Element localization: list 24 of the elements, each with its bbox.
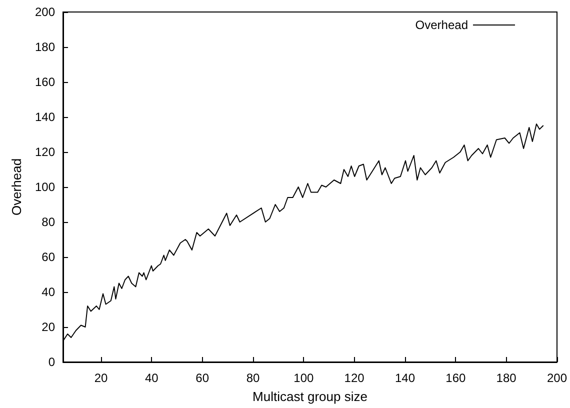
y-tick-label: 20: [42, 320, 56, 334]
y-tick-label: 200: [34, 5, 56, 19]
y-tick-label: 80: [42, 215, 56, 229]
x-tick-label: 60: [196, 371, 210, 385]
x-axis-title: Multicast group size: [252, 389, 368, 404]
x-tick-label: 20: [94, 371, 108, 385]
x-tick-label: 160: [446, 371, 466, 385]
y-tick-label: 60: [42, 250, 56, 264]
x-tick-label: 120: [344, 371, 365, 385]
x-tick-label: 200: [546, 371, 568, 385]
x-tick-label: 180: [496, 371, 517, 385]
x-tick-label: 80: [246, 371, 260, 385]
y-tick-label: 0: [48, 355, 56, 369]
y-tick-label: 140: [34, 110, 56, 124]
y-tick-label: 160: [34, 75, 56, 89]
y-tick-label: 180: [34, 40, 56, 54]
y-tick-label: 40: [42, 285, 56, 299]
x-tick-label: 100: [294, 371, 314, 385]
y-axis-title: Overhead: [9, 158, 24, 216]
legend-label: Overhead: [415, 18, 468, 32]
x-tick-label: 40: [144, 371, 159, 385]
y-tick-label: 100: [34, 180, 56, 194]
x-tick-label: 140: [394, 371, 416, 385]
y-tick-label: 120: [34, 145, 56, 159]
